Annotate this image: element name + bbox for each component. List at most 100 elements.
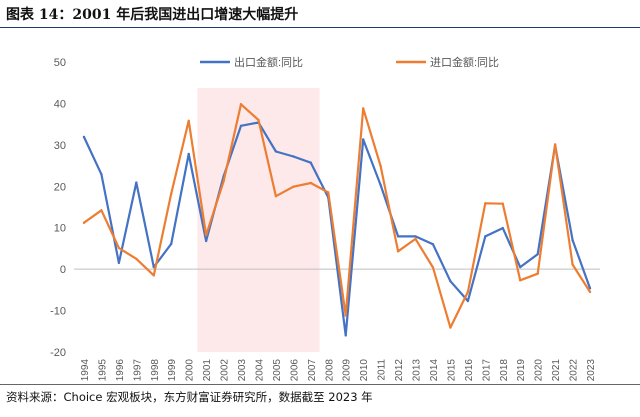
y-axis: -20 -10 0 10 20 30 40 50 (50, 57, 66, 359)
x-tick-label: 1995 (97, 359, 108, 382)
export-data-point (100, 173, 103, 176)
y-tick-label: 10 (54, 223, 66, 235)
import-data-point (257, 118, 260, 122)
import-data-point (379, 164, 382, 168)
import-data-point (309, 181, 313, 185)
x-tick-label: 2018 (499, 359, 510, 382)
import-data-point (571, 263, 574, 266)
x-tick-label: 2020 (534, 359, 545, 382)
export-data-point (344, 334, 347, 337)
import-data-point (170, 192, 173, 195)
export-data-point (379, 183, 382, 187)
legend: 出口金额:同比 进口金额:同比 (200, 55, 499, 69)
import-data-point (536, 272, 539, 275)
export-data-point (82, 135, 86, 139)
y-tick-label: 20 (54, 181, 66, 193)
x-tick-label: 2003 (237, 359, 248, 382)
x-tick-label: 1999 (167, 359, 178, 382)
x-tick-label: 2001 (202, 359, 213, 382)
import-data-point (152, 274, 155, 277)
source-rule (0, 384, 640, 385)
export-data-point (431, 243, 435, 246)
y-tick-label: 50 (54, 57, 66, 69)
source-note: 资料来源：Choice 宏观板块，东方财富证券研究所，数据截至 2023 年 (6, 390, 373, 404)
import-data-point (135, 257, 138, 260)
export-data-point (361, 138, 365, 141)
export-data-point (117, 261, 121, 265)
import-data-point (414, 237, 417, 241)
export-data-point (536, 253, 539, 256)
x-tick-label: 1996 (115, 359, 126, 382)
import-data-point (501, 202, 504, 205)
y-tick-label: 30 (54, 140, 66, 152)
import-data-point (588, 290, 592, 294)
import-data-point (396, 250, 400, 253)
import-data-point (82, 221, 86, 224)
x-tick-label: 2017 (481, 359, 492, 382)
export-data-point (292, 155, 295, 158)
export-data-point (135, 181, 138, 184)
x-tick-label: 2015 (446, 359, 457, 382)
export-data-point (309, 161, 313, 164)
import-data-point (431, 266, 435, 269)
x-tick-label: 2021 (551, 359, 562, 382)
import-data-point (117, 246, 121, 250)
export-data-point (466, 299, 470, 303)
import-data-point (187, 119, 190, 123)
import-data-point (344, 314, 347, 317)
x-tick-label: 1998 (150, 359, 161, 382)
x-tick-label: 2022 (569, 359, 580, 382)
import-data-point (519, 279, 522, 282)
x-tick-label: 2010 (359, 359, 370, 382)
x-tick-label: 2012 (394, 359, 405, 382)
title-rule (0, 27, 640, 28)
x-tick-label: 2013 (412, 359, 423, 382)
export-data-point (519, 265, 522, 269)
x-tick-label: 2009 (342, 359, 353, 382)
export-legend-label: 出口金额:同比 (234, 55, 303, 69)
x-tick-label: 2014 (429, 359, 440, 382)
x-tick-label: 2019 (516, 359, 527, 382)
x-tick-label: 1994 (80, 359, 91, 382)
figure-title: 图表 14：2001 年后我国进出口增速大幅提升 (6, 7, 299, 23)
export-data-point (414, 235, 417, 238)
series-layer (82, 103, 592, 337)
export-data-point (571, 238, 574, 242)
x-axis: 1994 1995 1996 1997 1998 1999 2000 2001 2002 2003… (74, 268, 600, 382)
export-series-line (82, 121, 592, 337)
export-data-point (239, 124, 243, 128)
import-data-point (553, 143, 557, 146)
y-tick-label: -10 (50, 306, 66, 318)
x-tick-label: 2004 (254, 359, 265, 382)
import-data-point (274, 195, 278, 198)
import-data-point (204, 233, 208, 237)
x-tick-label: 2002 (220, 359, 231, 382)
y-tick-label: -20 (50, 347, 66, 359)
x-tick-label: 2023 (586, 359, 597, 382)
export-data-point (170, 242, 173, 246)
export-data-point (187, 152, 190, 156)
x-tick-label: 2005 (272, 359, 283, 382)
x-tick-label: 1997 (132, 359, 143, 382)
y-tick-label: 40 (54, 98, 66, 110)
highlight-band-layer (197, 88, 320, 352)
x-tick-label: 2007 (307, 359, 318, 382)
import-data-point (100, 209, 103, 212)
export-data-point (588, 287, 592, 290)
import-legend-label: 进口金额:同比 (430, 55, 499, 69)
x-tick-label: 2011 (377, 359, 388, 381)
import-data-point (361, 107, 365, 110)
highlight-band (197, 88, 320, 352)
x-tick-label: 2008 (324, 359, 335, 382)
import-data-point (449, 326, 452, 329)
export-data-point (501, 226, 504, 230)
export-data-point (204, 239, 208, 243)
export-data-point (274, 150, 278, 153)
import-data-point (484, 202, 487, 205)
x-tick-label: 2006 (289, 359, 300, 382)
x-tick-label: 2000 (185, 359, 196, 382)
export-data-point (484, 235, 487, 238)
import-data-point (292, 185, 295, 188)
y-tick-label: 0 (60, 264, 66, 276)
